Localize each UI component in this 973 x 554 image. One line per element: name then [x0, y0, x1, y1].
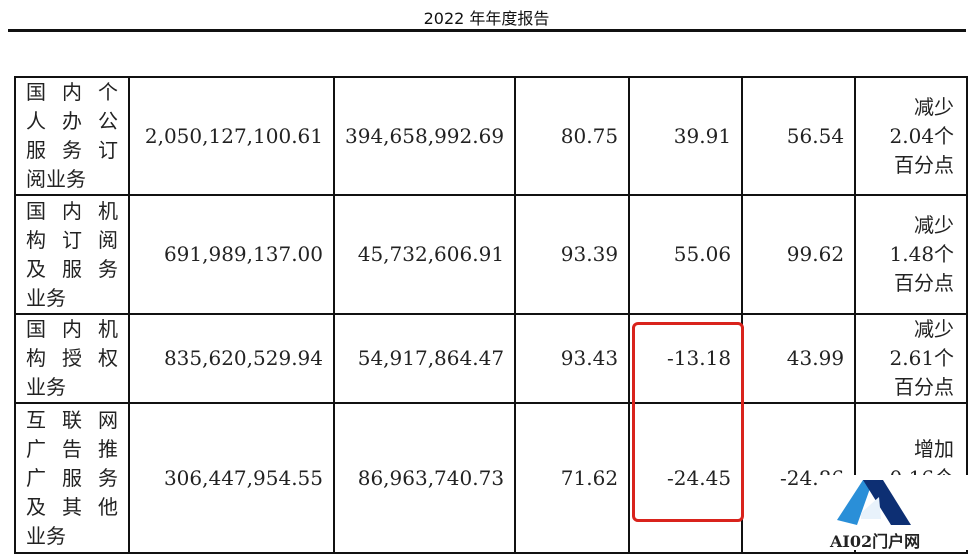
name-line: 广 服 务 [26, 465, 118, 490]
revenue-cell: 691,989,137.00 [128, 194, 335, 315]
revenue-change-cell: 55.06 [628, 194, 744, 315]
name-line: 业务 [26, 285, 66, 310]
name-line: 服 务 订 [26, 138, 118, 162]
cost-cell: 394,658,992.69 [332, 76, 517, 196]
name-line: 国 内 机 [26, 198, 118, 223]
name-line: 国 内 个 [26, 80, 118, 104]
margin-change-line: 2.04个 [889, 123, 955, 148]
cost-cell: 86,963,740.73 [332, 402, 517, 554]
business-name-cell: 国 内 机构 订 阅及 服 务业务 [14, 194, 130, 315]
table-row: 国 内 机构 授 权业务 835,620,529.94 54,917,864.47 9… [14, 313, 969, 404]
letter-a-logo-icon [837, 480, 911, 525]
revenue-change-cell: -13.18 [628, 313, 744, 404]
name-line: 构 订 阅 [26, 227, 118, 252]
highlight-box [632, 322, 744, 522]
name-line: 业务 [26, 375, 66, 399]
name-line: 业务 [26, 523, 66, 548]
table-row: 国 内 个人 办 公服 务 订阅业务 2,050,127,100.61 394,65… [14, 76, 969, 196]
name-line: 阅业务 [26, 167, 86, 191]
margin-change-line: 1.48个 [889, 242, 955, 266]
cost-cell: 54,917,864.47 [332, 313, 517, 404]
margin-change-line: 2.61个 [889, 346, 955, 370]
cost-change-cell: 56.54 [741, 76, 857, 196]
margin-cell: 71.62 [514, 402, 631, 554]
margin-cell: 93.39 [514, 194, 631, 315]
revenue-cell: 306,447,954.55 [128, 402, 335, 554]
cost-change-cell: 43.99 [741, 313, 857, 404]
name-line: 及 其 他 [26, 494, 118, 519]
margin-change-line: 减少 [914, 317, 955, 341]
revenue-change-cell: 39.91 [628, 76, 744, 196]
margin-change-cell: 减少 1.48个百分点 [854, 194, 969, 315]
margin-cell: 80.75 [514, 76, 631, 196]
cost-change-cell: 99.62 [741, 194, 857, 315]
name-line: 国 内 机 [26, 317, 118, 341]
name-line: 互 联 网 [26, 407, 118, 432]
name-line: 构 授 权 [26, 346, 118, 370]
name-line: 人 办 公 [26, 109, 118, 133]
revenue-change-cell: -24.45 [628, 402, 744, 554]
margin-change-line: 增加 [914, 436, 955, 461]
business-name-cell: 国 内 个人 办 公服 务 订阅业务 [14, 76, 130, 196]
name-line: 及 服 务 [26, 256, 118, 281]
revenue-cell: 835,620,529.94 [128, 313, 335, 404]
watermark [820, 475, 973, 550]
margin-cell: 93.43 [514, 313, 631, 404]
report-header: 2022 年年度报告 [423, 9, 550, 28]
margin-change-line: 百分点 [894, 375, 955, 399]
margin-change-line: 减少 [914, 94, 955, 119]
watermark-text: AI02门户网 [830, 532, 921, 551]
margin-change-line: 减少 [914, 213, 955, 237]
margin-change-cell: 减少 2.04个百分点 [854, 76, 969, 196]
table-row: 国 内 机构 订 阅及 服 务业务 691,989,137.00 45,732,60… [14, 194, 969, 315]
name-line: 广 告 推 [26, 436, 118, 461]
margin-change-line: 百分点 [894, 271, 955, 295]
business-name-cell: 国 内 机构 授 权业务 [14, 313, 130, 404]
margin-change-line: 百分点 [894, 152, 955, 177]
header-rule [8, 29, 966, 32]
revenue-cell: 2,050,127,100.61 [128, 76, 335, 196]
margin-change-cell: 减少 2.61个百分点 [854, 313, 969, 404]
cost-cell: 45,732,606.91 [332, 194, 517, 315]
business-name-cell: 互 联 网广 告 推广 服 务及 其 他业务 [14, 402, 130, 554]
